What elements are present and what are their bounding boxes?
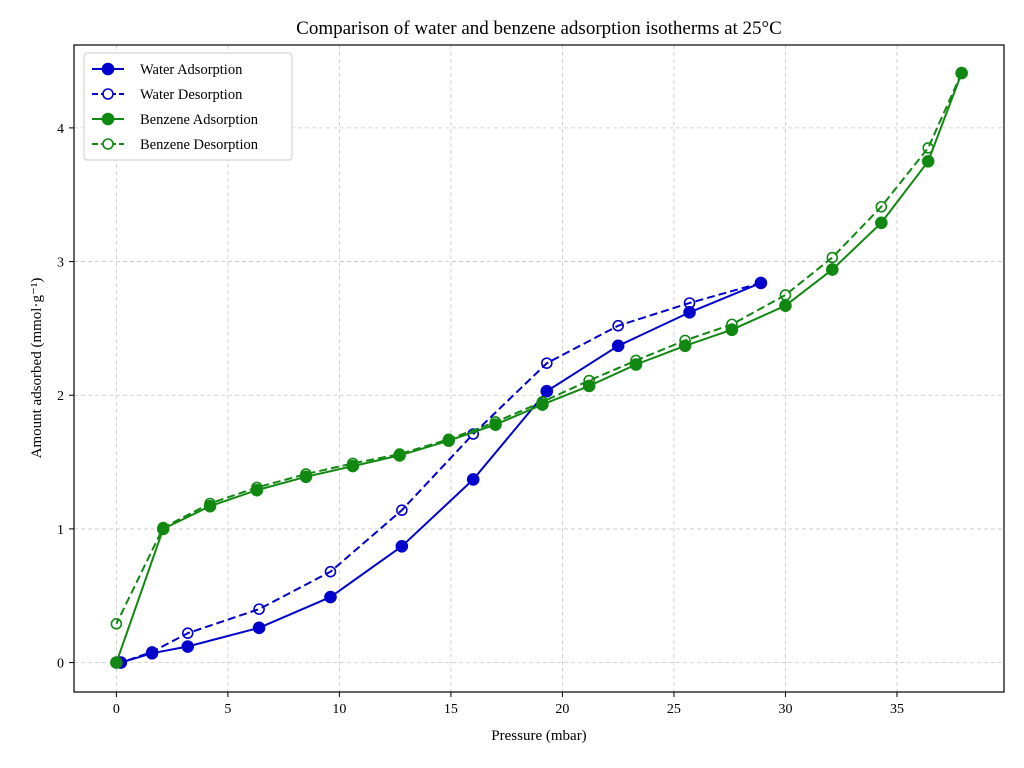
data-point bbox=[679, 334, 691, 347]
data-point bbox=[346, 457, 359, 470]
series-1 bbox=[115, 277, 767, 669]
plot-frame bbox=[73, 44, 1005, 693]
data-point bbox=[324, 590, 337, 604]
data-point bbox=[251, 481, 263, 494]
series-3 bbox=[110, 67, 968, 630]
data-point bbox=[396, 504, 408, 516]
legend-label: Benzene Desorption bbox=[140, 137, 259, 153]
y-tick-label: 3 bbox=[57, 256, 64, 271]
data-point bbox=[181, 627, 194, 639]
data-point bbox=[921, 154, 935, 168]
data-point bbox=[489, 416, 502, 428]
data-point bbox=[540, 384, 554, 398]
legend-marker bbox=[101, 62, 115, 76]
data-point bbox=[779, 299, 792, 312]
legend-marker bbox=[102, 138, 114, 150]
data-point bbox=[393, 448, 406, 460]
legend-label: Benzene Adsorption bbox=[140, 112, 259, 128]
x-tick-label: 10 bbox=[332, 702, 346, 717]
legend-box bbox=[83, 52, 293, 161]
series-line bbox=[120, 281, 762, 664]
x-tick-label: 15 bbox=[444, 702, 458, 717]
series-line bbox=[120, 281, 762, 664]
data-point bbox=[110, 656, 123, 669]
legend-item: Benzene Desorption bbox=[92, 137, 259, 153]
data-point bbox=[629, 358, 643, 371]
data-point bbox=[324, 565, 337, 578]
x-tick-label: 0 bbox=[113, 702, 120, 717]
x-axis-label: Pressure (mbar) bbox=[491, 728, 586, 744]
data-point bbox=[541, 357, 553, 369]
data-point bbox=[146, 646, 158, 658]
data-point bbox=[536, 396, 549, 408]
data-point bbox=[922, 142, 934, 154]
x-tick-label: 25 bbox=[667, 702, 681, 717]
series-line bbox=[115, 72, 963, 625]
legend-item: Benzene Adsorption bbox=[92, 112, 259, 128]
data-point bbox=[395, 539, 409, 553]
legend-item: Water Adsorption bbox=[92, 62, 243, 78]
data-point bbox=[611, 339, 625, 353]
series-line bbox=[115, 72, 963, 663]
legend-label: Water Adsorption bbox=[140, 62, 243, 78]
y-tick-label: 4 bbox=[57, 122, 64, 137]
data-point bbox=[181, 640, 195, 653]
data-point bbox=[630, 354, 642, 367]
data-point bbox=[157, 521, 170, 534]
y-tick-label: 1 bbox=[57, 523, 64, 538]
data-point bbox=[726, 318, 738, 331]
y-axis-label: Amount adsorbed (mmol·g⁻¹) bbox=[29, 278, 45, 459]
grid bbox=[74, 45, 1004, 692]
legend-marker bbox=[101, 112, 115, 126]
data-point bbox=[875, 200, 888, 213]
data-point bbox=[755, 277, 767, 289]
legend: Water Adsorption Water Desorption Benzene … bbox=[83, 52, 293, 161]
x-axis: 0 5 10 15 20 25 30 35 bbox=[113, 692, 904, 717]
series-0 bbox=[114, 276, 768, 669]
data-point bbox=[253, 603, 265, 615]
y-axis: 0 1 2 3 4 bbox=[57, 122, 74, 672]
x-tick-label: 35 bbox=[890, 702, 904, 717]
data-point bbox=[583, 374, 595, 387]
data-point bbox=[826, 251, 839, 264]
legend-marker bbox=[102, 88, 114, 100]
data-point bbox=[300, 468, 312, 480]
x-tick-label: 20 bbox=[555, 702, 569, 717]
data-point bbox=[875, 216, 888, 230]
legend-item: Water Desorption bbox=[92, 87, 243, 103]
y-tick-label: 0 bbox=[57, 657, 64, 672]
data-point bbox=[252, 621, 266, 635]
data-point bbox=[442, 433, 455, 446]
data-point bbox=[955, 67, 968, 79]
data-point bbox=[203, 499, 217, 513]
data-point bbox=[204, 497, 216, 510]
x-tick-label: 5 bbox=[224, 702, 231, 717]
data-point bbox=[110, 618, 123, 630]
data-point bbox=[683, 306, 696, 319]
series-layer bbox=[110, 66, 968, 669]
data-point bbox=[612, 319, 624, 332]
legend-label: Water Desorption bbox=[140, 87, 243, 103]
chart-title: Comparison of water and benzene adsorpti… bbox=[296, 18, 782, 39]
data-point bbox=[779, 289, 792, 301]
data-point bbox=[683, 297, 696, 309]
x-tick-label: 30 bbox=[778, 702, 792, 717]
y-tick-label: 2 bbox=[57, 389, 64, 404]
data-point bbox=[466, 473, 480, 486]
data-point bbox=[825, 263, 839, 276]
